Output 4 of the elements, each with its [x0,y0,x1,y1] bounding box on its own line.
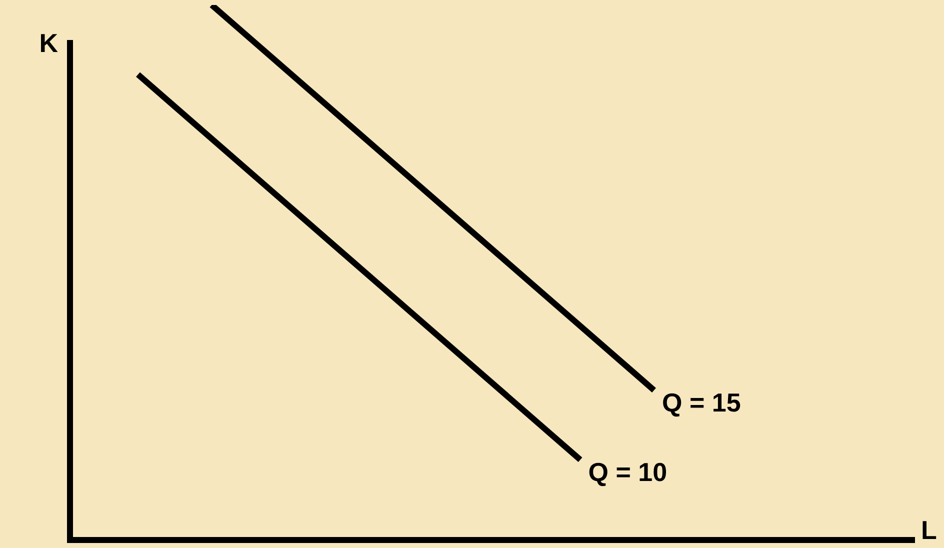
text: L [921,515,937,546]
series-label: Q = 15 [662,387,741,418]
y-axis-title: K [39,28,58,58]
series-label: Q = 10 [588,456,668,487]
